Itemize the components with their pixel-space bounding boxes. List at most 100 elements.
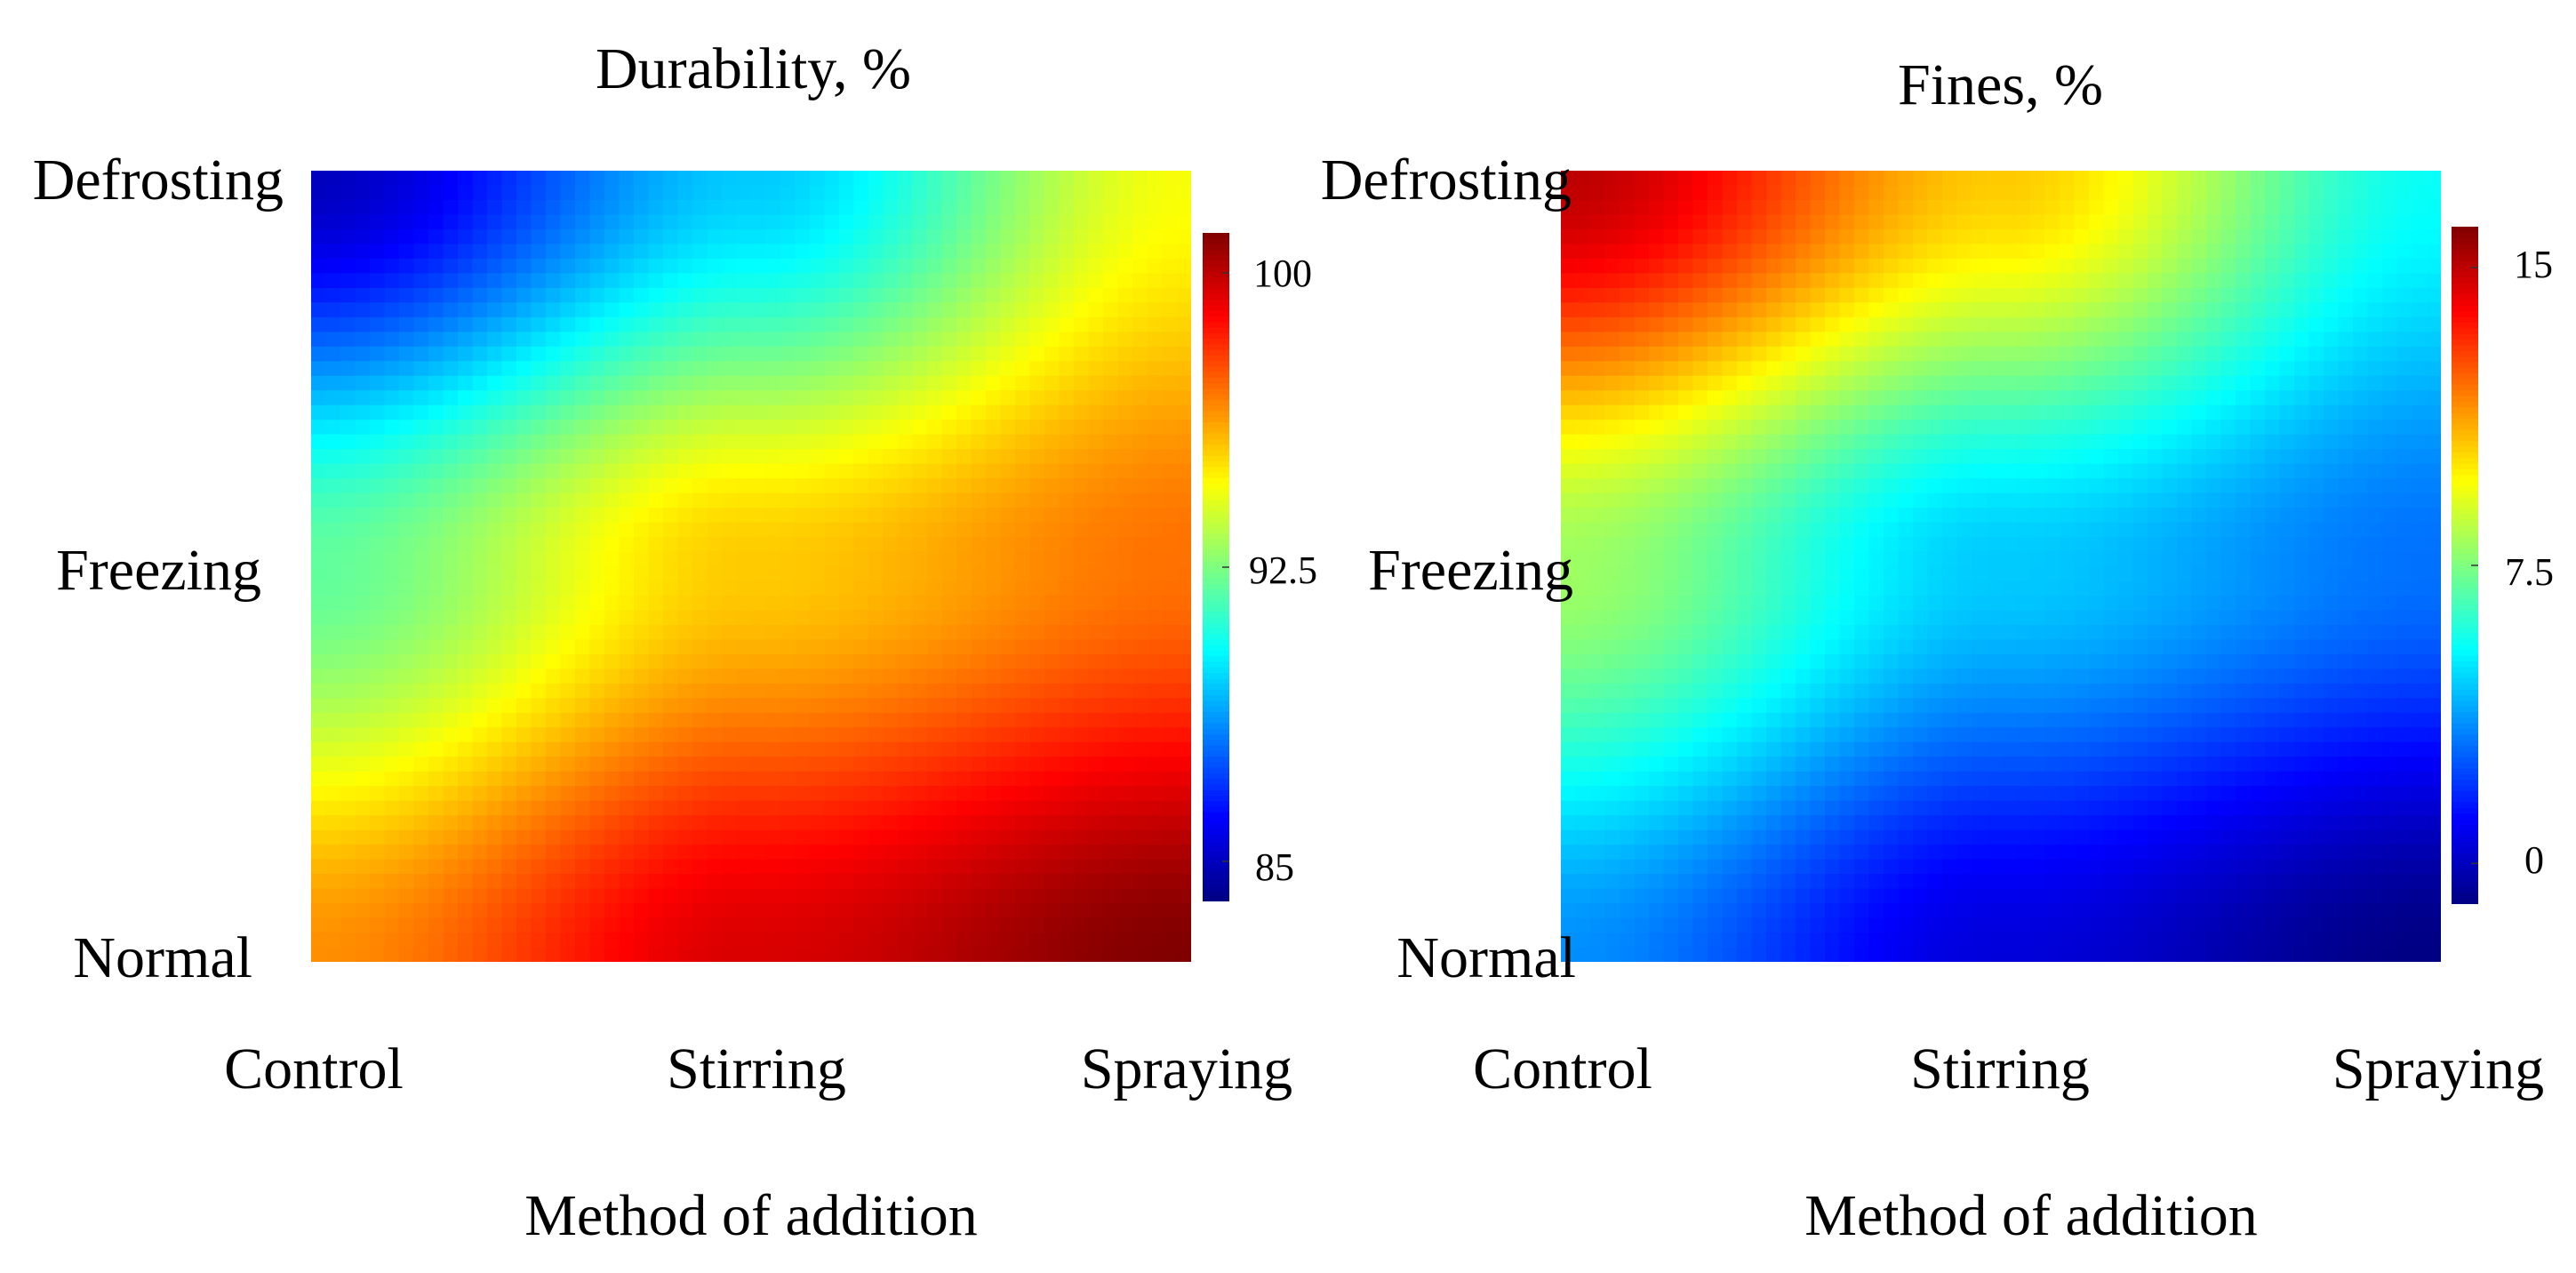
heatmap-cell — [2060, 375, 2076, 391]
heatmap-cell — [384, 522, 400, 538]
heatmap-cell — [560, 522, 576, 538]
heatmap-cell — [2103, 449, 2119, 465]
heatmap-cell — [1634, 316, 1650, 332]
heatmap-cell — [2118, 214, 2134, 230]
heatmap-cell — [1176, 228, 1191, 245]
heatmap-cell — [1176, 874, 1191, 890]
colorbar-segment — [1203, 477, 1229, 484]
heatmap-cell — [1029, 375, 1045, 391]
heatmap-cell — [927, 669, 943, 685]
heatmap-cell — [458, 390, 474, 406]
heatmap-cell — [428, 669, 444, 685]
heatmap-cell — [883, 522, 899, 538]
heatmap-cell — [1088, 492, 1104, 508]
heatmap-cell — [399, 947, 415, 962]
heatmap-cell — [839, 580, 855, 596]
heatmap-cell — [1176, 815, 1191, 831]
heatmap-cell — [971, 727, 987, 743]
heatmap-cell — [1663, 185, 1679, 201]
heatmap-cell — [1854, 171, 1870, 187]
heatmap-cell — [1575, 434, 1591, 450]
heatmap-cell — [1147, 653, 1163, 669]
heatmap-cell — [487, 845, 503, 861]
heatmap-cell — [692, 302, 708, 318]
heatmap-cell — [1074, 551, 1090, 567]
heatmap-cell — [663, 492, 679, 508]
heatmap-cell — [1029, 624, 1045, 641]
heatmap-cell — [2148, 287, 2164, 303]
heatmap-cell — [751, 185, 767, 201]
heatmap-cell — [2382, 390, 2398, 406]
heatmap-cell — [1015, 361, 1031, 377]
heatmap-cell — [1117, 859, 1133, 875]
heatmap-cell — [2324, 199, 2340, 216]
heatmap-cell — [1074, 683, 1090, 699]
heatmap-cell — [2250, 449, 2266, 465]
heatmap-cell — [472, 669, 488, 685]
heatmap-cell — [604, 420, 620, 436]
heatmap-cell — [2279, 404, 2295, 420]
heatmap-cell — [501, 463, 517, 479]
heatmap-cell — [1737, 244, 1753, 260]
heatmap-cell — [604, 492, 620, 508]
heatmap-cell — [340, 361, 356, 377]
heatmap-cell — [2132, 346, 2148, 362]
heatmap-cell — [355, 404, 371, 420]
colorbar-segment — [1203, 522, 1229, 529]
heatmap-cell — [722, 741, 738, 757]
heatmap-cell — [898, 580, 914, 596]
heatmap-cell — [1663, 361, 1679, 377]
heatmap-cell — [531, 434, 547, 450]
heatmap-cell — [311, 800, 327, 816]
heatmap-cell — [2265, 522, 2281, 538]
heatmap-cell — [1708, 199, 1724, 216]
heatmap-cell — [575, 610, 591, 626]
heatmap-cell — [589, 478, 605, 494]
heatmap-cell — [692, 508, 708, 524]
heatmap-cell — [1825, 537, 1841, 553]
heatmap-cell — [1825, 199, 1841, 216]
heatmap-cell — [501, 375, 517, 391]
heatmap-cell — [458, 287, 474, 303]
heatmap-cell — [2426, 478, 2441, 494]
heatmap-cell — [2015, 244, 2031, 260]
heatmap-cell — [560, 917, 576, 933]
heatmap-cell — [780, 420, 796, 436]
heatmap-cell — [1074, 316, 1090, 332]
heatmap-cell — [413, 522, 429, 538]
heatmap-cell — [898, 171, 914, 187]
heatmap-cell — [722, 551, 738, 567]
heatmap-cell — [1913, 361, 1929, 377]
heatmap-cell — [1162, 653, 1178, 669]
heatmap-cell — [2236, 404, 2252, 420]
heatmap-cell — [472, 214, 488, 230]
heatmap-cell — [2001, 478, 2017, 494]
heatmap-cell — [1575, 537, 1591, 553]
heatmap-cell — [575, 741, 591, 757]
heatmap-cell — [1942, 478, 1958, 494]
heatmap-cell — [2044, 244, 2060, 260]
heatmap-cell — [2191, 258, 2207, 274]
heatmap-cell — [2118, 199, 2134, 216]
heatmap-cell — [516, 361, 532, 377]
heatmap-cell — [853, 933, 869, 949]
heatmap-cell — [780, 595, 796, 612]
heatmap-cell — [971, 786, 987, 802]
heatmap-cell — [692, 463, 708, 479]
heatmap-cell — [1147, 903, 1163, 919]
heatmap-cell — [1854, 420, 1870, 436]
heatmap-cell — [634, 214, 650, 230]
heatmap-cell — [1103, 287, 1119, 303]
heatmap-cell — [1015, 404, 1031, 420]
heatmap-cell — [677, 859, 693, 875]
heatmap-cell — [2324, 390, 2340, 406]
heatmap-cell — [531, 845, 547, 861]
heatmap-cell — [2324, 332, 2340, 348]
heatmap-cell — [604, 888, 620, 904]
heatmap-cell — [311, 639, 327, 655]
heatmap-cell — [824, 258, 840, 274]
heatmap-cell — [413, 888, 429, 904]
heatmap-cell — [810, 595, 826, 612]
heatmap-cell — [2060, 478, 2076, 494]
heatmap-cell — [384, 228, 400, 245]
